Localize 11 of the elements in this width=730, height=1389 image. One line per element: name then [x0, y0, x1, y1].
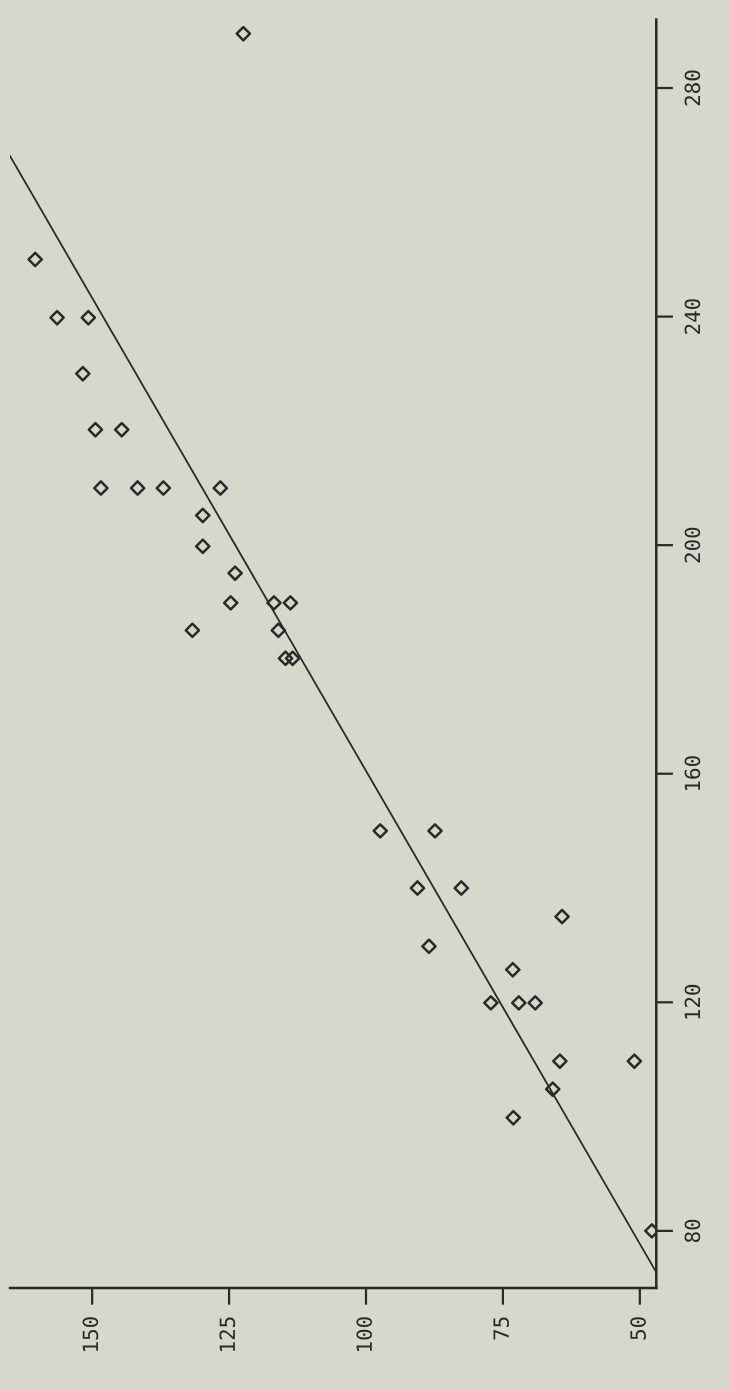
y-tick-label: 200	[684, 527, 701, 563]
x-tick-label: 100	[356, 1317, 373, 1351]
y-tick-label: 240	[684, 299, 701, 334]
x-tick-label: 150	[82, 1317, 99, 1351]
x-tick-label: 75	[493, 1317, 510, 1340]
x-tick-label: 50	[630, 1317, 646, 1340]
y-tick-label: 120	[684, 984, 701, 1019]
y-tick-label: 160	[684, 756, 701, 791]
x-tick-label: 125	[219, 1317, 236, 1351]
y-tick-label: 280	[684, 70, 701, 106]
y-tick-label: 80	[684, 1219, 701, 1243]
